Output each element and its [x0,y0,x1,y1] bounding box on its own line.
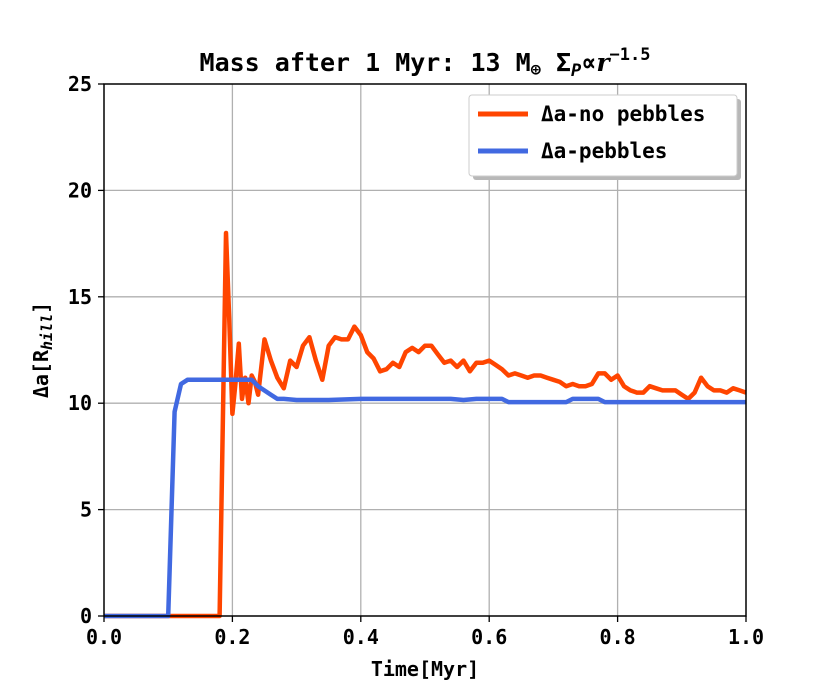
x-tick-label: 0.4 [343,625,379,649]
title-r: r [596,48,611,77]
x-tick-label: 0.2 [214,625,250,649]
legend-label-no-pebbles: Δa-no pebbles [541,102,705,126]
y-tick-label: 0 [80,604,92,628]
ylabel-close: ] [29,302,53,314]
title-main: Mass after 1 Myr: 13 M [200,48,531,77]
y-axis-label: Δa[Rhill] [29,302,56,398]
series-line-pebbles [104,377,746,619]
y-tick-label: 25 [68,72,92,96]
ticks: 0.0 0.2 0.4 0.6 0.8 1.0 0 5 10 15 20 25 [68,72,764,649]
legend: Δa-no pebbles Δa-pebbles [468,94,741,180]
title-exponent: −1.5 [610,45,651,65]
y-tick-label: 5 [80,498,92,522]
title-sigma: Σ [541,48,571,77]
legend-box [468,94,738,177]
legend-label-pebbles: Δa-pebbles [541,139,667,163]
x-tick-label: 0.0 [86,625,122,649]
series-layer [104,230,747,619]
y-tick-label: 10 [68,391,92,415]
y-tick-label: 15 [68,285,92,309]
ylabel-main: Δa[R [29,349,53,398]
x-tick-label: 0.6 [471,625,507,649]
ylabel-sub: hill [38,314,56,350]
y-tick-label: 20 [68,178,92,202]
x-axis-label: Time[Myr] [371,657,479,681]
title-earth-symbol: ⊕ [531,60,542,80]
chart-title: Mass after 1 Myr: 13 M⊕ ΣP∝r−1.5 [200,45,651,81]
title-prop: ∝ [581,48,596,77]
series-line-no-pebbles [104,230,747,619]
x-tick-label: 1.0 [728,625,764,649]
plot-frame [103,83,747,617]
title-sigma-sub: P [571,61,582,81]
x-tick-label: 0.8 [600,625,636,649]
